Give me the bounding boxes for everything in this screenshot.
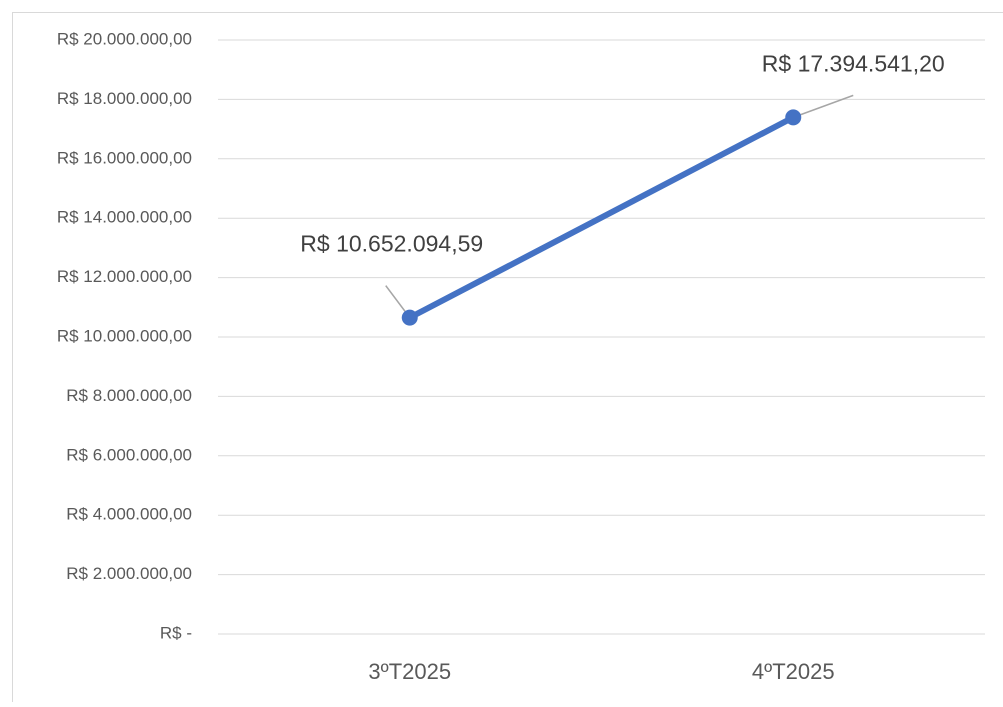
series-line bbox=[410, 117, 794, 317]
y-tick-label: R$ 18.000.000,00 bbox=[57, 89, 192, 108]
y-tick-label: R$ 8.000.000,00 bbox=[66, 386, 192, 405]
leader-line bbox=[793, 95, 853, 117]
point bbox=[785, 109, 801, 125]
data-label: R$ 17.394.541,20 bbox=[762, 50, 945, 76]
x-tick-label: 3ºT2025 bbox=[368, 659, 451, 684]
data-label: R$ 10.652.094,59 bbox=[300, 231, 483, 257]
chart-frame bbox=[13, 13, 1003, 703]
y-tick-label: R$ - bbox=[160, 623, 192, 642]
y-tick-label: R$ 12.000.000,00 bbox=[57, 267, 192, 286]
point bbox=[402, 310, 418, 326]
y-tick-label: R$ 16.000.000,00 bbox=[57, 148, 192, 167]
y-tick-label: R$ 10.000.000,00 bbox=[57, 326, 192, 345]
y-tick-label: R$ 2.000.000,00 bbox=[66, 564, 192, 583]
y-tick-label: R$ 4.000.000,00 bbox=[66, 505, 192, 524]
x-tick-label: 4ºT2025 bbox=[752, 659, 835, 684]
y-tick-label: R$ 14.000.000,00 bbox=[57, 208, 192, 227]
y-tick-label: R$ 20.000.000,00 bbox=[57, 29, 192, 48]
y-tick-label: R$ 6.000.000,00 bbox=[66, 445, 192, 464]
